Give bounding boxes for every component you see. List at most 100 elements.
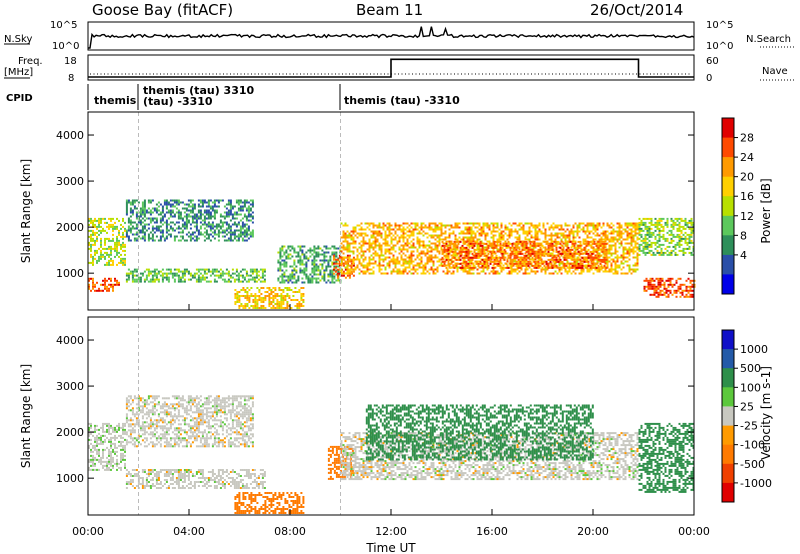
range-gate-cell-2 xyxy=(141,207,144,210)
range-gate-cell-7 xyxy=(392,228,395,231)
range-gate-cell-7 xyxy=(406,240,409,243)
range-gate-cell-10 xyxy=(654,235,657,238)
range-gate-cell-7 xyxy=(408,260,411,263)
range-gate-cell-7 xyxy=(384,250,387,253)
range-gate-cell-7 xyxy=(418,240,421,243)
range-gate-cell-8 xyxy=(571,258,574,261)
range-gate-cell-7 xyxy=(498,232,501,235)
range-gate-cell-7 xyxy=(588,230,591,233)
range-gate-cell-7 xyxy=(622,250,625,253)
range-gate-cell-2 xyxy=(177,221,180,224)
range-gate-cell-7 xyxy=(528,222,531,225)
range-gate-cell-7 xyxy=(482,222,485,225)
range-gate-cell-7 xyxy=(510,228,513,231)
range-gate-cell-8 xyxy=(543,252,546,255)
range-gate-cell-0 xyxy=(98,233,100,236)
range-gate-cell-7 xyxy=(492,224,495,227)
range-gate-cell-7 xyxy=(430,234,433,237)
range-gate-cell-7 xyxy=(390,246,393,249)
range-gate-cell-8 xyxy=(525,264,528,267)
range-gate-cell-7 xyxy=(390,224,393,227)
range-gate-cell-7 xyxy=(366,262,369,265)
range-gate-cell-7 xyxy=(528,232,531,235)
range-gate-cell-7 xyxy=(474,226,477,229)
range-gate-cell-7 xyxy=(444,272,447,275)
range-gate-cell-2 xyxy=(183,221,186,224)
range-gate-cell-8 xyxy=(581,264,584,267)
range-gate-cell-7 xyxy=(360,228,363,231)
range-gate-cell-8 xyxy=(543,240,546,243)
range-gate-cell-2 xyxy=(155,203,158,206)
range-gate-cell-7 xyxy=(342,224,345,227)
range-gate-cell-8 xyxy=(445,266,448,269)
range-gate-cell-4 xyxy=(252,299,255,301)
range-gate-cell-8 xyxy=(533,244,536,247)
nave-tick-top: 60 xyxy=(706,56,719,67)
range-gate-cell-9 xyxy=(663,283,666,286)
range-gate-cell-7 xyxy=(556,224,559,227)
range-gate-cell-7 xyxy=(612,260,615,263)
range-gate-cell-0 xyxy=(112,229,114,232)
range-gate-cell-7 xyxy=(478,272,481,275)
range-gate-cell-7 xyxy=(636,222,639,225)
range-gate-cell-0 xyxy=(122,245,124,248)
range-gate-cell-1 xyxy=(114,277,116,280)
range-gate-cell-0 xyxy=(116,227,118,230)
range-gate-cell-7 xyxy=(540,268,543,271)
range-gate-cell-7 xyxy=(544,268,547,271)
range-gate-cell-8 xyxy=(519,266,522,269)
range-gate-cell-7 xyxy=(524,252,527,255)
range-gate-cell-7 xyxy=(358,224,361,227)
range-gate-cell-2 xyxy=(197,211,200,214)
range-gate-cell-2 xyxy=(173,229,176,232)
freq-label-1: Freq. xyxy=(18,56,43,67)
range-gate-cell-5 xyxy=(285,263,288,266)
range-gate-cell-7 xyxy=(544,270,547,273)
range-gate-cell-0 xyxy=(98,257,100,260)
range-gate-cell-1 xyxy=(102,283,104,286)
range-gate-cell-8 xyxy=(515,262,518,265)
range-gate-cell-2 xyxy=(227,239,230,242)
range-gate-cell-7 xyxy=(626,242,629,245)
range-gate-cell-7 xyxy=(440,234,443,237)
range-gate-cell-5 xyxy=(289,277,292,280)
range-gate-cell-5 xyxy=(315,247,318,250)
range-gate-cell-8 xyxy=(471,246,474,249)
range-gate-cell-2 xyxy=(221,199,224,202)
range-gate-cell-7 xyxy=(426,252,429,255)
range-gate-cell-5 xyxy=(335,265,338,268)
range-gate-cell-5 xyxy=(313,257,316,260)
range-gate-cell-2 xyxy=(237,203,240,206)
range-gate-cell-4 xyxy=(264,295,267,297)
range-gate-cell-8 xyxy=(591,256,594,259)
range-gate-cell-5 xyxy=(325,259,328,262)
range-gate-cell-2 xyxy=(229,219,232,222)
range-gate-cell-2 xyxy=(163,239,166,242)
range-gate-cell-0 xyxy=(104,257,106,260)
range-gate-cell-3 xyxy=(241,274,244,277)
range-gate-cell-5 xyxy=(329,265,332,268)
range-gate-cell-7 xyxy=(480,230,483,233)
range-gate-cell-7 xyxy=(424,224,427,227)
range-gate-cell-7 xyxy=(372,270,375,273)
range-gate-cell-3 xyxy=(143,270,146,273)
range-gate-cell-7 xyxy=(358,262,361,265)
range-gate-cell-2 xyxy=(143,219,146,222)
range-gate-cell-7 xyxy=(582,240,585,243)
range-gate-cell-7 xyxy=(380,254,383,257)
range-gate-cell-2 xyxy=(211,209,214,212)
range-gate-cell-8 xyxy=(497,240,500,243)
range-gate-cell-0 xyxy=(92,223,94,226)
range-gate-cell-8 xyxy=(585,244,588,247)
range-gate-cell-8 xyxy=(461,250,464,253)
range-gate-cell-2 xyxy=(129,223,132,226)
range-gate-cell-7 xyxy=(612,236,615,239)
range-gate-cell-2 xyxy=(143,207,146,210)
range-gate-cell-10 xyxy=(662,233,665,236)
range-gate-cell-7 xyxy=(510,230,513,233)
range-gate-cell-7 xyxy=(386,234,389,237)
range-gate-cell-3 xyxy=(167,276,170,279)
range-gate-cell-8 xyxy=(517,242,520,245)
range-gate-cell-7 xyxy=(454,252,457,255)
range-gate-cell-5 xyxy=(305,275,308,278)
